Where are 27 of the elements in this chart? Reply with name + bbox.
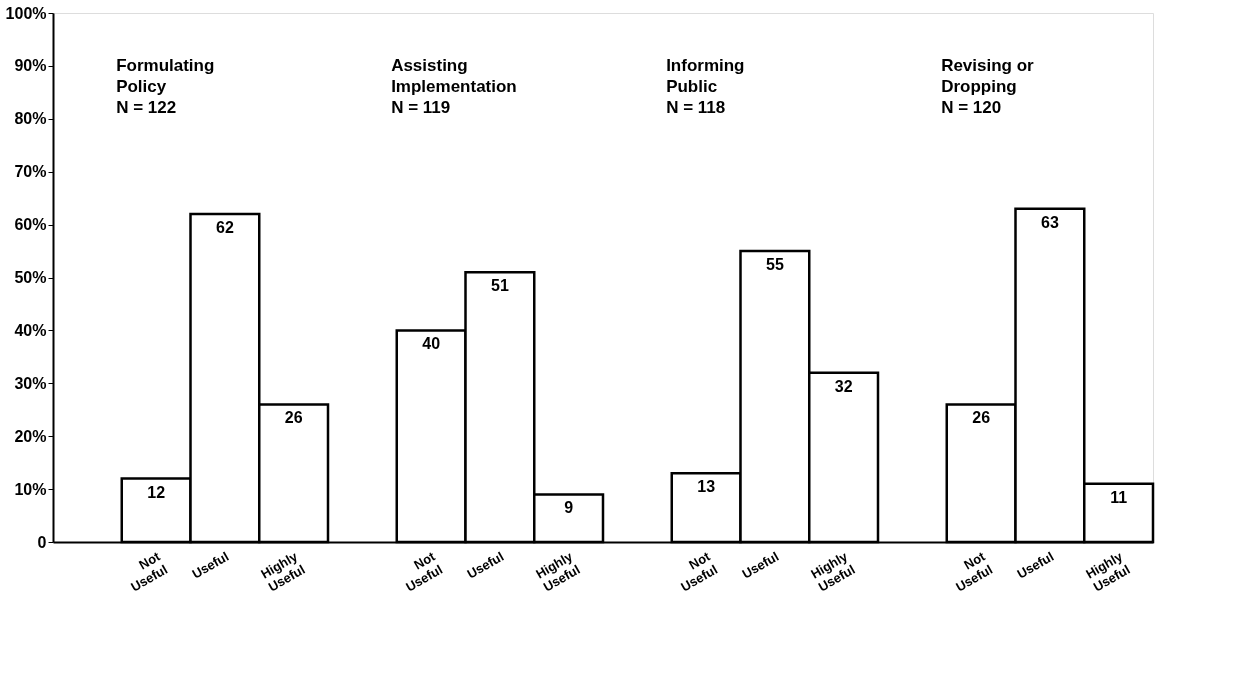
annotation: Assisting Implementation N = 119 [391, 56, 517, 117]
y-tick-label: 100% [5, 4, 47, 22]
data-label: 62 [215, 219, 234, 237]
data-label: 26 [284, 409, 303, 427]
data-label: 9 [564, 499, 574, 517]
annotation: Formulating Policy N = 122 [116, 56, 215, 117]
data-label: 26 [972, 409, 991, 427]
annotation: Revising or Dropping N = 120 [941, 56, 1035, 117]
data-label: 12 [147, 483, 166, 501]
data-label: 13 [697, 478, 716, 496]
data-label: 11 [1110, 488, 1128, 506]
y-tick-label: 60% [14, 216, 47, 234]
y-tick-label: 10% [14, 480, 47, 498]
y-tick-label: 90% [14, 57, 47, 75]
data-label: 51 [490, 277, 509, 295]
data-label: 63 [1040, 213, 1059, 231]
y-tick-label: 80% [14, 110, 47, 128]
y-tick-label: 30% [14, 374, 47, 392]
y-tick-label: 70% [14, 163, 47, 181]
annotation: Informing Public N = 118 [666, 56, 745, 117]
y-tick-label: 20% [14, 427, 47, 445]
y-tick-label: 0 [37, 533, 47, 551]
data-label: 55 [765, 256, 784, 274]
y-tick-label: 50% [14, 269, 47, 286]
y-tick-label: 40% [14, 321, 47, 339]
data-label: 40 [422, 335, 441, 353]
data-label: 32 [834, 377, 853, 395]
